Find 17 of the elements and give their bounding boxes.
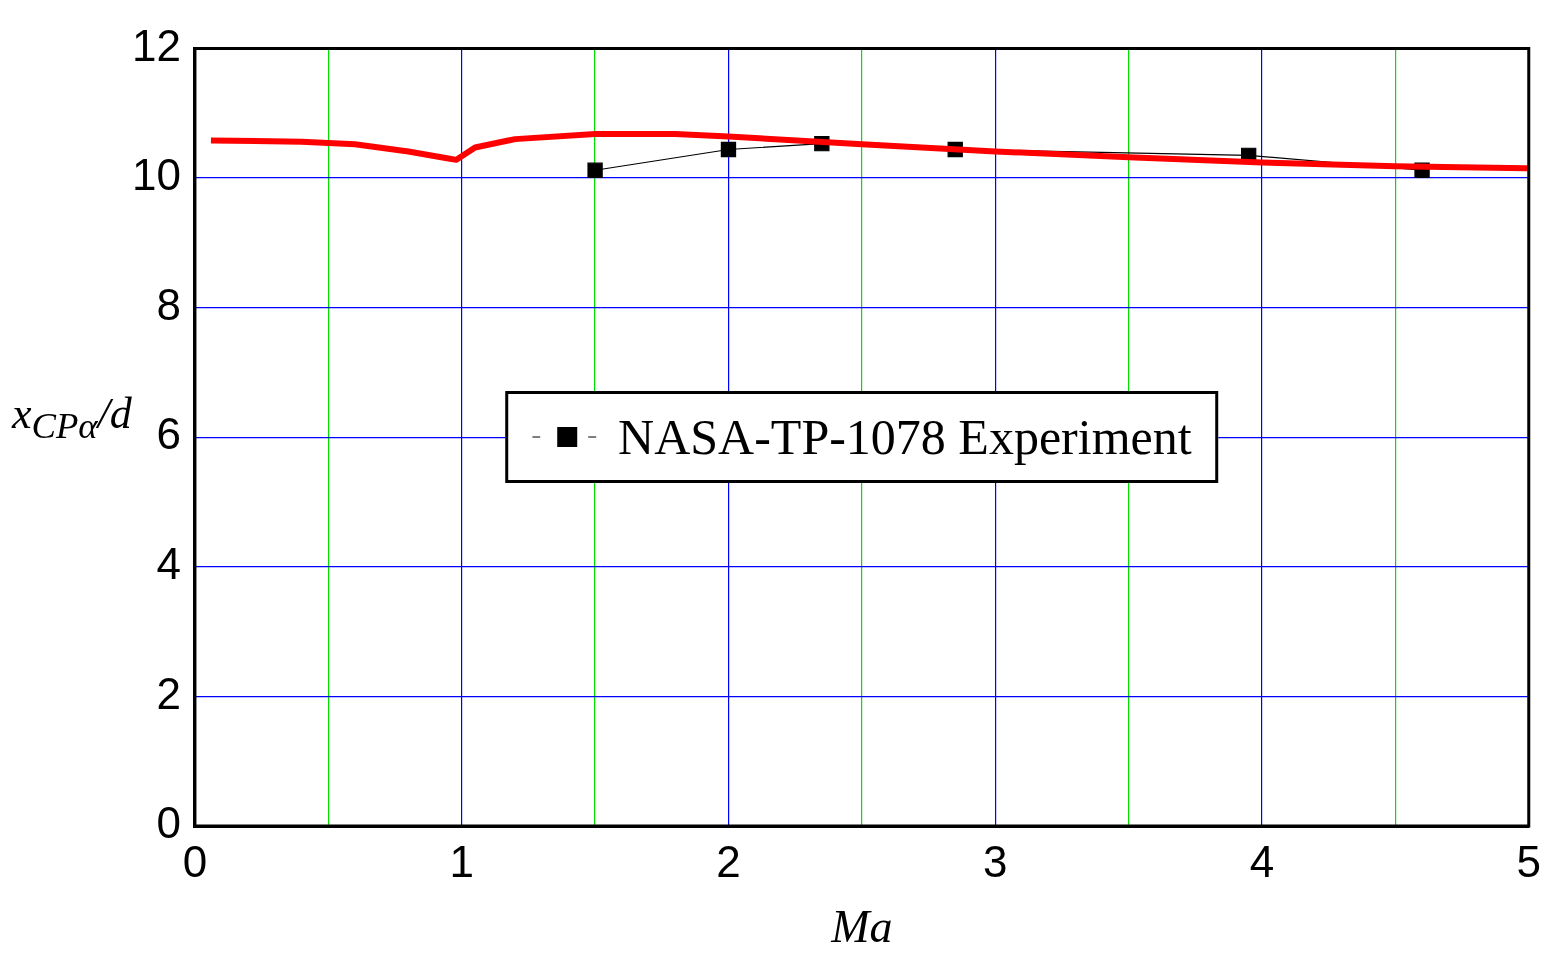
y-tick-label: 6 [156, 409, 181, 459]
y-tick-label: 2 [156, 668, 181, 718]
x-tick-label: 2 [716, 836, 741, 886]
x-tick-label: 1 [449, 836, 474, 886]
y-tick-label: 10 [131, 150, 181, 200]
y-axis-title: x$_{CPα}$/d [12, 388, 132, 447]
y-tick-label: 8 [156, 279, 181, 329]
x-tick-label: 5 [1516, 836, 1542, 886]
legend-label: NASA-TP-1078 Experiment [618, 408, 1192, 467]
x-tick-label: 3 [982, 836, 1008, 886]
point [587, 162, 603, 178]
x-axis-title: Ma [830, 901, 893, 953]
y-tick-label: 0 [156, 798, 181, 848]
point [720, 141, 737, 158]
y-tick-label: 4 [156, 538, 181, 588]
y-tick-label: 12 [131, 20, 181, 70]
x-tick-label: 4 [1249, 836, 1275, 886]
